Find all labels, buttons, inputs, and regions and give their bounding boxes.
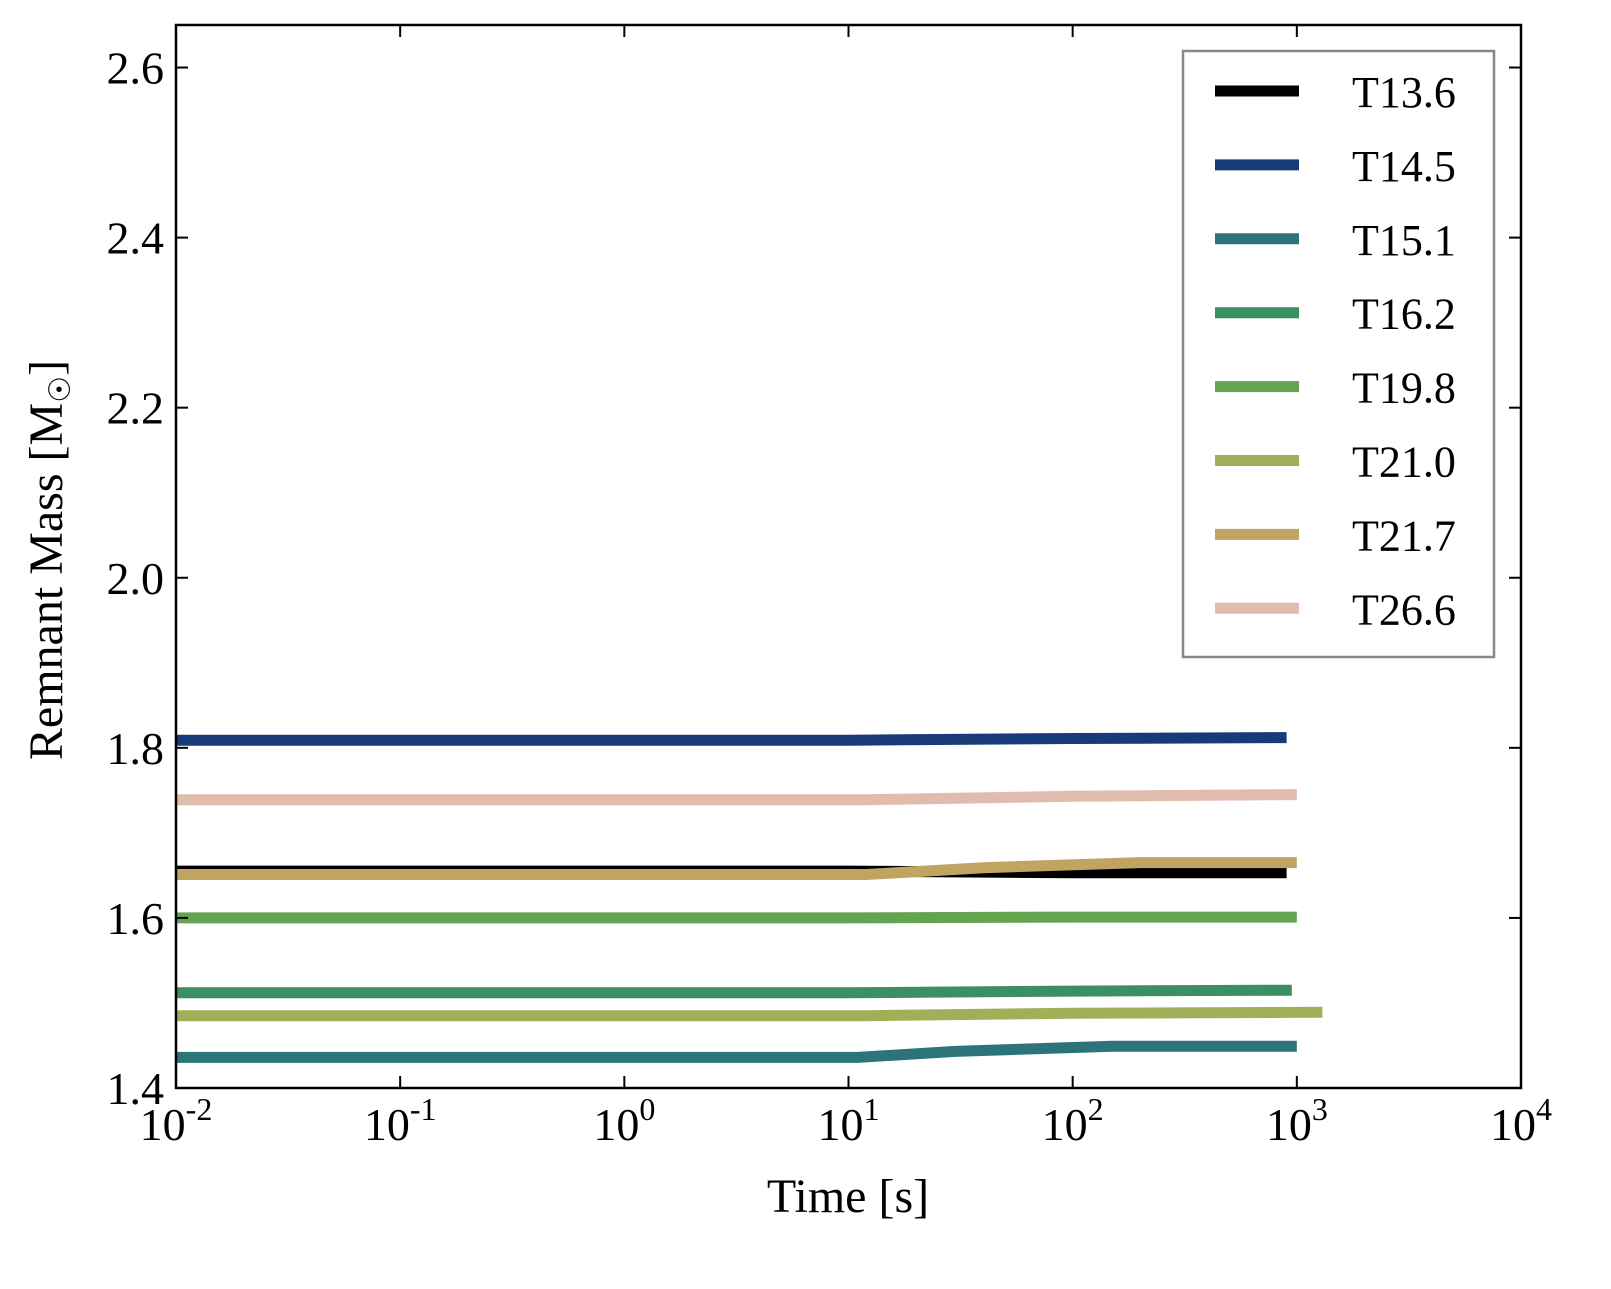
y-tick-label: 2.6	[107, 43, 165, 94]
x-tick-label: 101	[818, 1091, 880, 1150]
x-tick-label: 100	[593, 1091, 655, 1150]
legend-frame	[1181, 49, 1496, 659]
x-tick-label: 10-2	[140, 1091, 213, 1150]
legend-label: T15.1	[1352, 216, 1456, 265]
legend-item: T16.2	[1215, 290, 1456, 339]
ticks: 10-2 10-1 100 101 102 103 104 1.4 1.6 1.8 2.0 2.2 2.…	[107, 25, 1552, 1150]
x-tick-label: 104	[1490, 1091, 1552, 1150]
legend-item: T21.0	[1215, 438, 1456, 487]
legend-item: T15.1	[1215, 216, 1456, 265]
y-tick-label: 1.8	[107, 723, 165, 774]
series-line-T16.2	[176, 984, 1292, 999]
legend-label: T16.2	[1352, 290, 1456, 339]
series-line-T14.5	[176, 732, 1287, 746]
legend-label: T21.7	[1352, 511, 1456, 560]
series-line-T21.0	[176, 1006, 1323, 1022]
y-tick-label: 2.4	[107, 213, 165, 264]
legend-label: T21.0	[1352, 438, 1456, 487]
series-line-T21.7	[176, 857, 1297, 880]
legend-item: T14.5	[1215, 142, 1456, 191]
legend-label: T19.8	[1352, 364, 1456, 413]
series-lines	[176, 732, 1323, 1063]
series-line-T26.6	[176, 789, 1297, 806]
x-tick-label: 102	[1042, 1091, 1104, 1150]
y-tick-label: 2.2	[107, 383, 165, 434]
y-tick-label: 1.4	[107, 1063, 165, 1114]
legend-item: T19.8	[1215, 364, 1456, 413]
x-tick-label: 10-1	[364, 1091, 437, 1150]
legend-label: T13.6	[1352, 68, 1456, 117]
legend-label: T14.5	[1352, 142, 1456, 191]
series-line-T15.1	[176, 1040, 1297, 1063]
legend-item: T13.6	[1215, 68, 1456, 117]
legend-item: T21.7	[1215, 511, 1456, 560]
y-tick-label: 2.0	[107, 553, 165, 604]
legend-label: T26.6	[1352, 585, 1456, 634]
y-tick-label: 1.6	[107, 893, 165, 944]
y-axis-label: Remnant Mass [M☉]	[20, 360, 77, 760]
x-axis-label: Time [s]	[767, 1170, 929, 1223]
series-line-T19.8	[176, 911, 1297, 924]
x-tick-label: 103	[1266, 1091, 1328, 1150]
legend-item: T26.6	[1215, 585, 1456, 634]
legend: T13.6 T14.5 T15.1 T16.2 T19.8 T21.0 T21.7 T26.6	[1181, 49, 1496, 659]
